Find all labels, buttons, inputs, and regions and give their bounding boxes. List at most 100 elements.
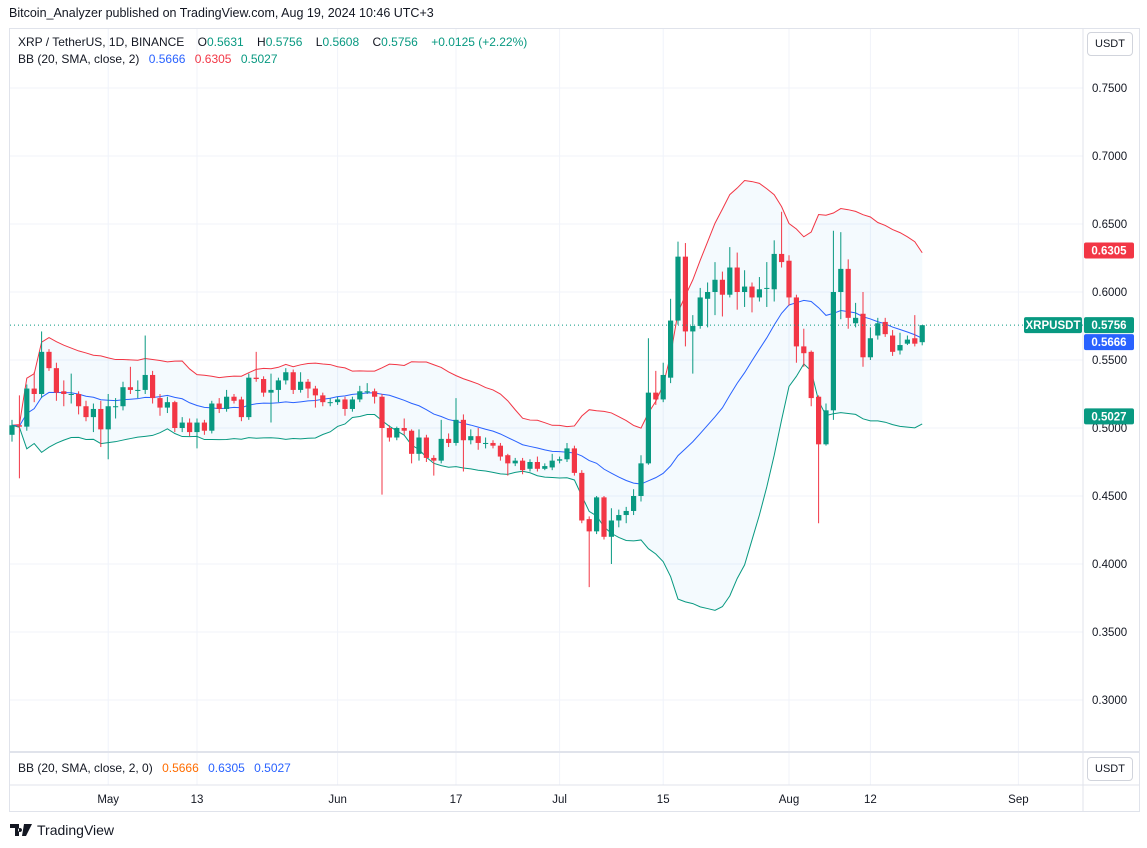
candle-body <box>423 437 429 458</box>
candle <box>668 298 674 384</box>
candle <box>150 370 156 404</box>
y-tick-label: 0.5000 <box>1092 423 1127 435</box>
candle <box>120 381 126 411</box>
bb-lower-value: 0.5027 <box>240 52 278 66</box>
candle-body <box>224 396 230 409</box>
candle-body <box>505 455 511 464</box>
candle-body <box>838 268 844 292</box>
candle <box>882 317 888 337</box>
bollinger-bands <box>11 180 923 611</box>
x-tick-label: Aug <box>779 794 799 806</box>
candle-body <box>631 496 637 511</box>
candle <box>816 395 822 524</box>
candle <box>446 433 452 448</box>
candle-body <box>216 403 222 409</box>
candle-body <box>409 430 415 454</box>
candle <box>756 277 762 302</box>
candle-body <box>194 422 200 433</box>
candle-body <box>364 391 370 393</box>
bb-basis-line <box>11 299 923 485</box>
candle <box>786 255 792 306</box>
candle <box>386 425 392 442</box>
candle-body <box>712 279 718 292</box>
currency-button-lower[interactable]: USDT <box>1087 757 1133 781</box>
candle-body <box>231 396 237 401</box>
candle-body <box>76 394 82 407</box>
lower-pane-legend[interactable]: BB (20, SMA, close, 2, 0) 0.5666 0.6305 … <box>18 761 297 775</box>
candle <box>68 373 74 404</box>
candle <box>912 315 918 347</box>
candle-body <box>875 323 881 336</box>
candle-body <box>150 374 156 399</box>
symbol-tag-bg <box>1024 317 1082 334</box>
candle <box>335 396 341 405</box>
candle <box>653 370 659 405</box>
candle <box>460 414 466 472</box>
candle-body <box>16 425 22 427</box>
candle-body <box>816 396 822 445</box>
candle-body <box>187 422 193 433</box>
y-tick-label: 0.3500 <box>1092 627 1127 639</box>
axes: 0.7500 0.7000 0.6500 0.6000 0.5500 0.5000 0.45… <box>10 29 1139 811</box>
candle <box>475 428 481 450</box>
candle-body <box>179 422 185 428</box>
candle <box>645 338 651 465</box>
candle <box>290 369 296 394</box>
candle <box>764 262 770 307</box>
candle-body <box>549 460 555 468</box>
candle <box>564 442 570 462</box>
y-tick-label: 0.4500 <box>1092 491 1127 503</box>
candle-body <box>261 379 267 393</box>
candle <box>601 496 607 540</box>
candle <box>771 240 777 302</box>
bb-upper-line <box>11 180 923 429</box>
low-label: L <box>315 35 323 49</box>
candle <box>823 403 829 446</box>
candle-body <box>468 436 474 441</box>
tradingview-branding[interactable]: TradingView <box>10 822 114 838</box>
lower-pane-v1: 0.5666 <box>162 761 199 775</box>
candle-body <box>61 391 67 394</box>
candle <box>312 385 318 408</box>
candle <box>890 330 896 356</box>
tradingview-logo-icon <box>10 824 32 836</box>
candle <box>349 396 355 412</box>
candle <box>253 351 259 382</box>
candle-body <box>172 402 178 428</box>
branding-text: TradingView <box>37 822 115 838</box>
candle-body <box>616 515 622 521</box>
close-value: 0.5756 <box>381 35 418 49</box>
bb-legend[interactable]: BB (20, SMA, close, 2) 0.5666 0.6305 0.5… <box>18 52 284 66</box>
candle <box>127 366 133 394</box>
currency-button[interactable]: USDT <box>1087 32 1133 56</box>
candle-body <box>490 442 496 446</box>
candle-body <box>135 389 141 391</box>
candle <box>638 455 644 502</box>
bb-upper-value: 0.6305 <box>194 52 232 66</box>
candle <box>379 394 385 495</box>
bb-lower-line <box>11 363 923 611</box>
candle <box>845 259 851 329</box>
candle <box>505 453 511 476</box>
candle <box>830 230 836 420</box>
candle-body <box>853 317 859 324</box>
candle-body <box>320 395 326 403</box>
candle-body <box>283 372 289 381</box>
candle <box>497 442 503 461</box>
candle <box>216 398 222 414</box>
candle <box>897 332 903 355</box>
candle <box>364 383 370 394</box>
candle <box>919 325 925 346</box>
candle <box>372 388 378 404</box>
candle <box>631 489 637 516</box>
candle <box>549 453 555 471</box>
candle <box>660 362 666 403</box>
candle-body <box>830 292 836 411</box>
band-fill <box>12 180 923 611</box>
candle-body <box>98 408 104 430</box>
x-tick-label: 12 <box>864 794 877 806</box>
main-legend: XRP / TetherUS, 1D, BINANCE O0.5631 H0.5… <box>18 35 533 49</box>
last-price-label-bg <box>1084 317 1134 334</box>
candle-body <box>734 267 740 292</box>
